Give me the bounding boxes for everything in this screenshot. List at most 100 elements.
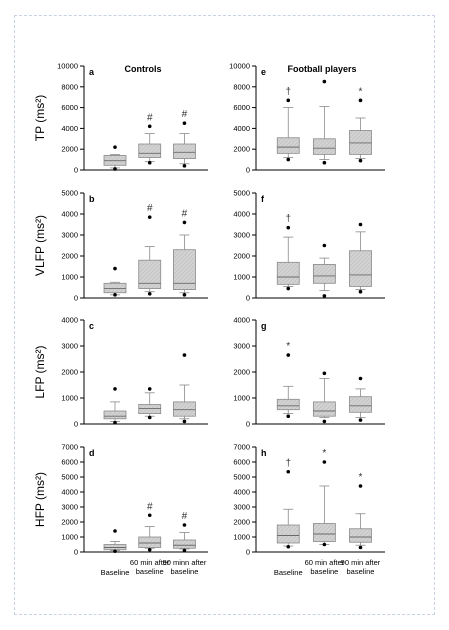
significance-marker: #: [182, 511, 188, 522]
outlier-point: [113, 529, 117, 533]
y-tick-label: 1000: [233, 273, 250, 282]
significance-marker: #: [147, 112, 153, 123]
box-iqr: [276, 524, 300, 544]
panel-c: 0 1000 2000 3000 4000 c LFP (ms²): [33, 316, 208, 429]
y-tick-label: 1000: [233, 533, 250, 542]
x-category-label: baseline: [347, 567, 375, 576]
y-tick-label: 8000: [61, 82, 78, 91]
group-title-controls: Controls: [125, 64, 162, 74]
outlier-point: [182, 523, 187, 527]
outlier-point: [286, 286, 291, 291]
panel-letter: f: [261, 194, 265, 204]
panel-g: 0 1000 2000 3000 4000 g *: [233, 316, 385, 429]
outlier-point: [358, 98, 363, 103]
box-3: *: [349, 86, 372, 163]
outlier-point: [286, 353, 291, 357]
significance-marker: *: [359, 472, 363, 483]
box-1: [103, 145, 127, 171]
y-tick-label: 8000: [233, 82, 250, 91]
y-tick-label: 7000: [233, 443, 250, 452]
y-tick-label: 0: [246, 294, 250, 303]
box-iqr: [312, 523, 336, 542]
y-tick-label: 6000: [61, 458, 78, 467]
x-category-label: baseline: [310, 567, 338, 576]
y-tick-label: 0: [74, 166, 78, 175]
box-iqr: [103, 410, 127, 420]
box-2: [138, 387, 162, 420]
x-category-label: baseline: [170, 567, 198, 576]
y-tick-label: 2000: [233, 145, 250, 154]
outlier-point: [113, 145, 117, 149]
outlier-point: [147, 160, 152, 165]
x-category-label: 60 min after: [130, 558, 170, 567]
significance-marker: *: [322, 448, 326, 459]
box-2: [312, 371, 336, 424]
panel-a: 0 2000 4000 6000 8000 10000 a TP (ms²) # #: [33, 62, 208, 175]
box-iqr: [173, 143, 196, 159]
y-tick-label: 3000: [233, 231, 250, 240]
y-tick-label: 1000: [61, 273, 78, 282]
outlier-point: [182, 353, 187, 357]
outlier-point: [113, 293, 117, 297]
outlier-point: [322, 460, 327, 464]
box-iqr: [173, 401, 196, 417]
y-tick-label: 3000: [61, 503, 78, 512]
panel-letter: g: [261, 321, 267, 331]
outlier-point: [286, 469, 291, 474]
outlier-point: [113, 167, 117, 171]
outlier-point: [322, 419, 327, 424]
y-tick-label: 6000: [61, 103, 78, 112]
box-iqr: [349, 250, 372, 287]
y-tick-label: 0: [74, 548, 78, 557]
y-tick-label: 2000: [61, 145, 78, 154]
y-tick-label: 2000: [233, 518, 250, 527]
panel-letter: b: [89, 194, 95, 204]
panel-letter: a: [89, 67, 95, 77]
y-tick-label: 4000: [61, 316, 78, 325]
outlier-point: [286, 225, 291, 230]
x-category-label: 90 min after: [341, 558, 381, 567]
outlier-point: [322, 160, 327, 165]
y-tick-label: 5000: [61, 473, 78, 482]
box-1: [103, 266, 127, 297]
outlier-point: [358, 289, 363, 294]
y-tick-label: 5000: [61, 189, 78, 198]
y-tick-label: 4000: [61, 210, 78, 219]
outlier-point: [286, 98, 291, 103]
group-title-football: Football players: [287, 64, 356, 74]
box-3: #: [173, 511, 196, 553]
outlier-point: [358, 222, 363, 227]
outlier-point: [147, 387, 152, 391]
y-tick-label: 1000: [233, 394, 250, 403]
y-tick-label: 3000: [233, 503, 250, 512]
outlier-point: [358, 418, 363, 422]
figure-frame: [14, 15, 435, 615]
outlier-point: [147, 415, 152, 420]
box-iqr: [312, 263, 336, 284]
x-category-label: baseline: [136, 567, 164, 576]
box-1: †: [276, 86, 300, 162]
panel-b: 0 1000 2000 3000 4000 5000 b VLFP (ms²) # #: [33, 189, 208, 303]
box-iqr: [276, 261, 300, 285]
y-tick-label: 2000: [61, 368, 78, 377]
significance-marker: *: [286, 341, 290, 352]
outlier-point: [322, 79, 327, 84]
outlier-point: [113, 387, 117, 391]
y-tick-label: 2000: [233, 252, 250, 261]
box-iqr: [276, 137, 300, 154]
outlier-point: [286, 414, 291, 419]
significance-marker: #: [182, 208, 188, 219]
y-tick-label: 2000: [233, 368, 250, 377]
panel-letter: h: [261, 448, 267, 458]
box-3: [173, 353, 196, 424]
box-iqr: [276, 398, 300, 411]
box-1: [103, 387, 127, 425]
outlier-point: [322, 294, 327, 298]
box-iqr: [173, 539, 196, 549]
y-axis-label: VLFP (ms²): [33, 215, 47, 276]
y-tick-label: 0: [246, 420, 250, 429]
box-iqr: [138, 143, 162, 158]
y-tick-label: 7000: [61, 443, 78, 452]
box-iqr: [349, 528, 372, 543]
